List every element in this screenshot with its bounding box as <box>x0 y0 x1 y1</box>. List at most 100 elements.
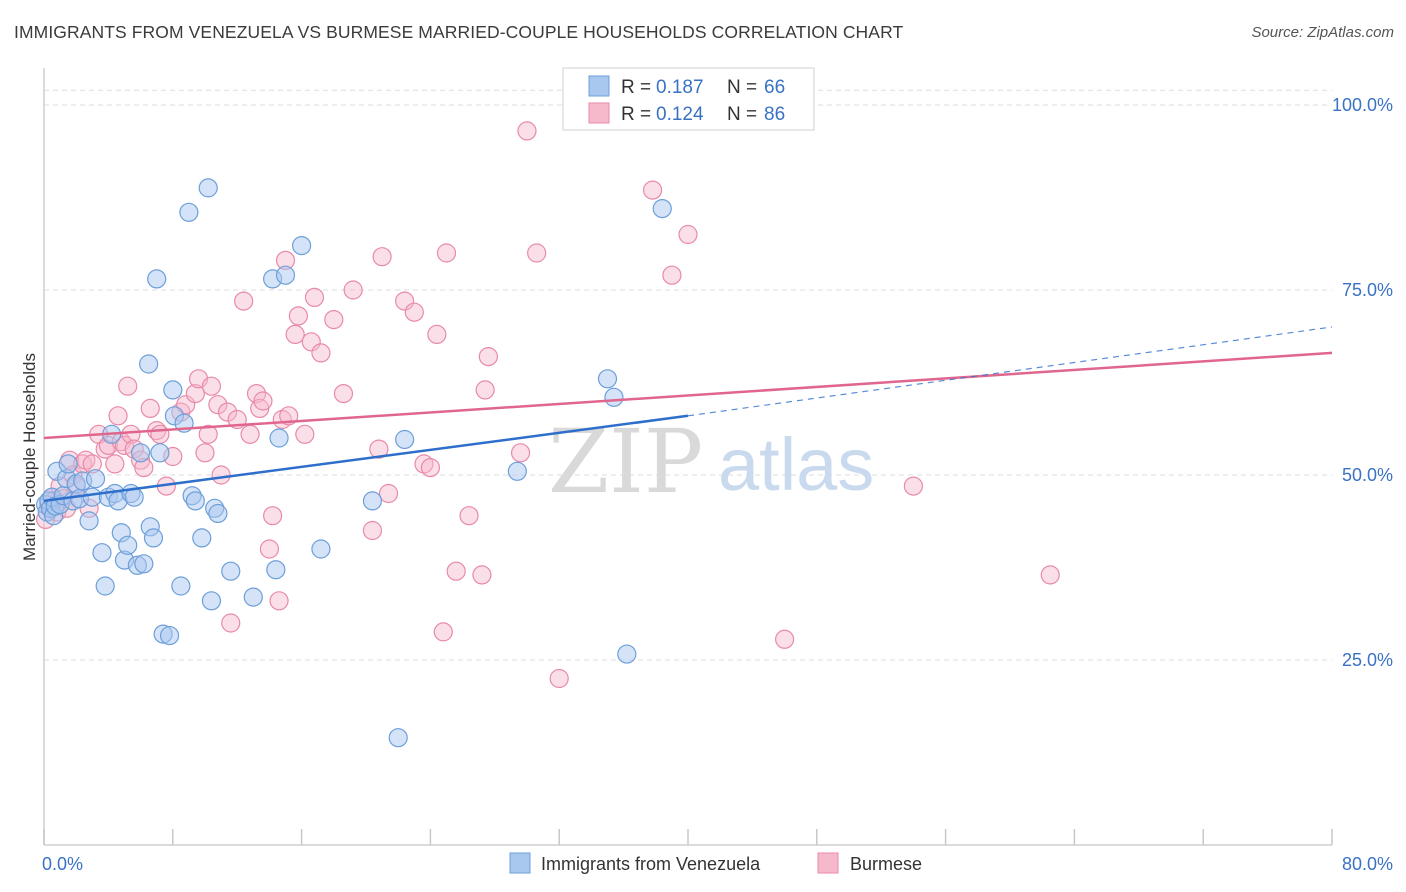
point-burmese <box>472 565 492 585</box>
point-burmese <box>1040 565 1060 585</box>
point-burmese <box>478 347 498 367</box>
legend-bottom-blue-swatch <box>509 852 531 874</box>
point-burmese <box>234 291 254 311</box>
point-burmese <box>217 402 238 422</box>
legend-pink-swatch <box>588 102 610 124</box>
legend-pink-r-value: 0.124 <box>656 104 704 125</box>
point-venezuela <box>171 576 191 596</box>
y-axis-label: Married-couple Households <box>20 353 39 561</box>
point-venezuela <box>311 539 331 559</box>
point-burmese <box>549 668 569 689</box>
point-venezuela <box>159 625 180 646</box>
point-venezuela <box>163 380 183 400</box>
trend-line-venezuela-extension <box>687 326 1333 417</box>
watermark-zip: ZIP <box>548 410 703 513</box>
point-burmese <box>263 506 283 526</box>
legend-blue-r-label: R = <box>621 77 651 98</box>
y-tick-label: 50.0% <box>1342 465 1393 485</box>
legend-pink-r-label: R = <box>621 104 651 125</box>
point-venezuela <box>79 511 99 531</box>
point-burmese <box>378 483 399 504</box>
point-burmese <box>304 287 325 307</box>
point-burmese <box>301 332 321 352</box>
x-ticks <box>43 829 1333 845</box>
legend-blue-n-label: N = <box>727 77 757 98</box>
y-tick-label: 25.0% <box>1342 650 1393 670</box>
point-burmese <box>269 591 289 611</box>
point-burmese <box>114 435 135 455</box>
point-burmese <box>343 280 363 300</box>
point-venezuela <box>292 236 312 256</box>
point-venezuela <box>95 576 115 596</box>
y-tick-label: 100.0% <box>1332 95 1393 115</box>
point-burmese <box>517 121 537 141</box>
point-venezuela <box>507 461 527 481</box>
point-burmese <box>208 395 228 415</box>
point-venezuela <box>118 535 138 555</box>
legend-top: R = 0.187 N = 66 R = 0.124 N = 86 <box>562 67 815 131</box>
point-venezuela <box>597 369 618 389</box>
point-venezuela <box>275 265 296 285</box>
point-burmese <box>459 506 479 526</box>
point-burmese <box>118 376 138 396</box>
point-venezuela <box>388 728 408 748</box>
point-burmese <box>510 443 531 463</box>
point-venezuela <box>617 644 637 664</box>
watermark-atlas: atlas <box>718 423 874 506</box>
legend-blue-r-value: 0.187 <box>656 77 704 98</box>
point-venezuela <box>134 554 154 574</box>
point-burmese <box>662 265 682 285</box>
point-burmese <box>121 424 141 444</box>
point-venezuela <box>198 178 218 198</box>
point-venezuela <box>221 561 241 581</box>
point-burmese <box>259 539 279 559</box>
point-venezuela <box>139 354 159 374</box>
point-burmese <box>372 247 392 267</box>
trend-line-burmese <box>43 351 1333 440</box>
point-venezuela <box>362 491 383 511</box>
point-burmese <box>185 384 205 404</box>
point-burmese <box>285 324 305 344</box>
legend-bottom: Immigrants from Venezuela Burmese <box>509 852 922 874</box>
point-burmese <box>211 465 231 485</box>
point-burmese <box>369 439 389 459</box>
legend-bottom-burmese: Burmese <box>850 854 922 874</box>
point-burmese <box>295 424 315 444</box>
point-venezuela <box>201 591 222 611</box>
legend-blue-swatch <box>588 75 610 97</box>
point-venezuela <box>208 503 228 524</box>
x-tick-label-min: 0.0% <box>42 854 83 874</box>
point-venezuela <box>82 487 102 507</box>
point-venezuela <box>243 587 263 607</box>
point-burmese <box>427 324 447 344</box>
point-burmese <box>642 180 663 200</box>
trend-lines <box>43 326 1333 503</box>
y-tick-label: 75.0% <box>1342 280 1393 300</box>
point-venezuela <box>185 491 205 511</box>
point-burmese <box>311 343 331 363</box>
series-burmese-points <box>36 95 1060 689</box>
legend-bottom-venezuela: Immigrants from Venezuela <box>541 854 761 874</box>
point-burmese <box>404 302 424 322</box>
point-burmese <box>221 613 241 633</box>
point-burmese <box>253 391 273 411</box>
trend-line-venezuela <box>43 414 689 503</box>
point-burmese <box>198 424 218 444</box>
point-venezuela <box>266 560 286 580</box>
y-tick-labels: 25.0% 50.0% 75.0% 100.0% <box>1332 95 1393 670</box>
point-venezuela <box>150 443 170 463</box>
point-venezuela <box>85 469 106 489</box>
point-burmese <box>527 243 547 263</box>
point-burmese <box>475 380 495 400</box>
point-burmese <box>240 424 260 444</box>
watermark: ZIP atlas <box>548 410 874 513</box>
point-venezuela <box>179 202 199 222</box>
point-burmese <box>195 443 215 463</box>
point-burmese <box>140 398 160 418</box>
point-burmese <box>774 629 795 649</box>
point-burmese <box>288 306 308 326</box>
point-burmese <box>324 310 344 330</box>
point-burmese <box>333 384 354 404</box>
point-burmese <box>201 376 222 396</box>
